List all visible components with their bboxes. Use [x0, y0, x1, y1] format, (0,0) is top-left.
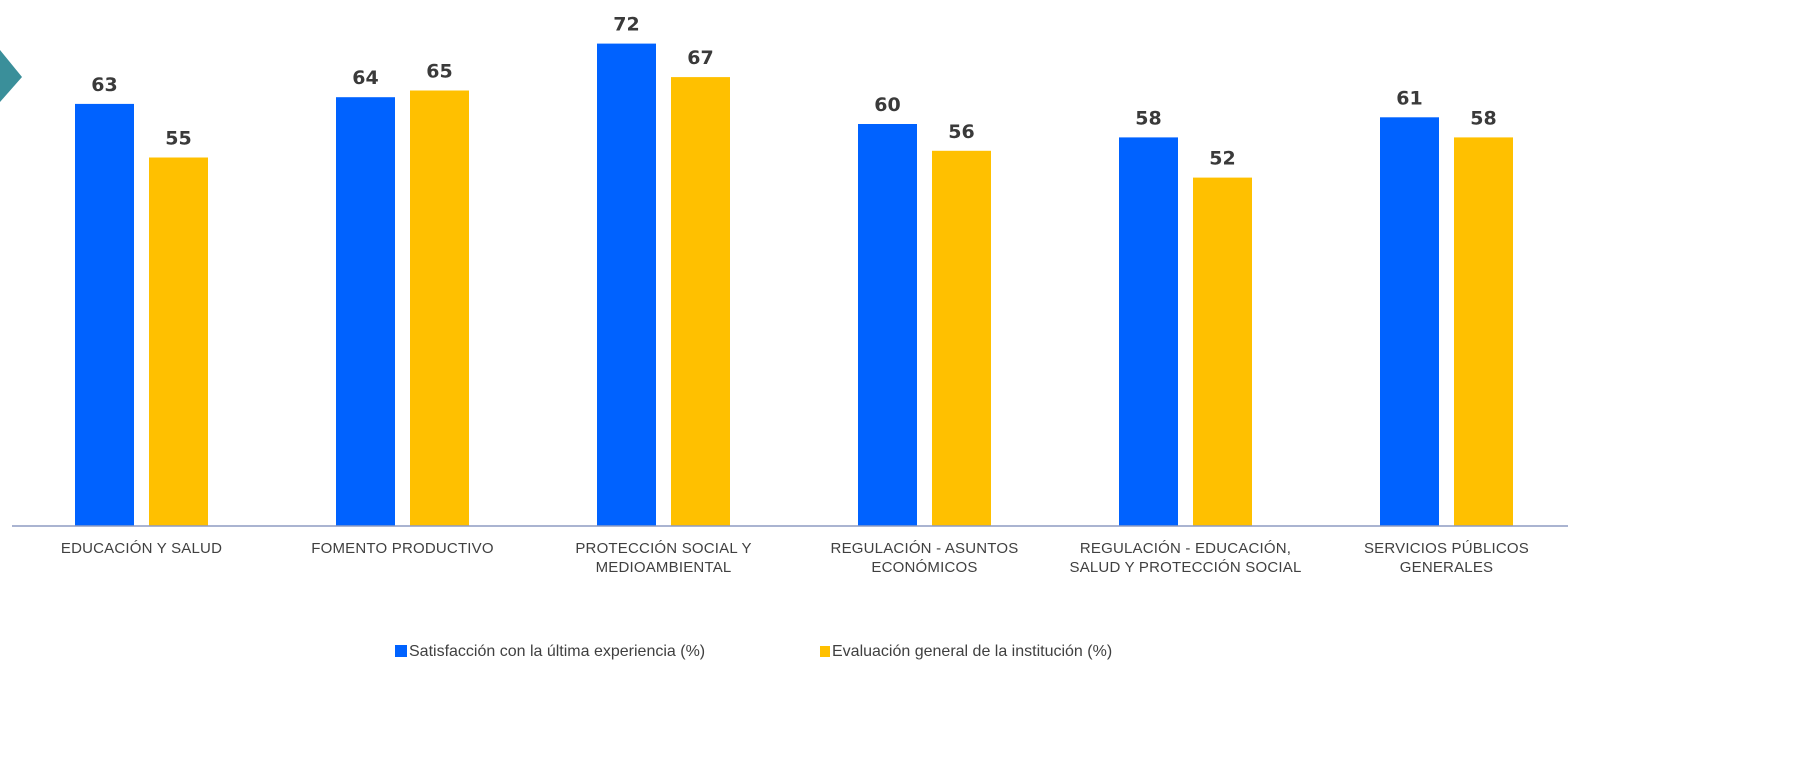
legend-label-series-1: Satisfacción con la última experiencia (… [409, 643, 705, 660]
bar-series-1-cat-4 [858, 124, 917, 526]
value-labels-layer: 63 55 64 65 72 67 60 56 58 52 61 58 [91, 14, 1496, 170]
value-label-series-1-cat-1: 63 [91, 74, 117, 96]
bar-chart: 63 55 64 65 72 67 60 56 58 52 61 58 EDUCACIÓN Y SAL… [0, 14, 1568, 660]
bar-series-2-cat-5 [1193, 177, 1252, 526]
bar-series-2-cat-2 [410, 90, 469, 526]
value-label-series-2-cat-6: 58 [1470, 107, 1496, 129]
value-label-series-1-cat-4: 60 [874, 94, 900, 116]
category-label-1: EDUCACIÓN Y SALUD [61, 540, 222, 557]
value-label-series-1-cat-5: 58 [1135, 107, 1161, 129]
legend-swatch-series-2 [820, 646, 830, 657]
category-label-6: SERVICIOS PÚBLICOS GENERALES [1364, 540, 1529, 576]
category-labels-layer: EDUCACIÓN Y SALUD FOMENTO PRODUCTIVO PROTE… [61, 540, 1529, 576]
value-label-series-2-cat-3: 67 [687, 47, 713, 69]
value-label-series-2-cat-4: 56 [948, 121, 974, 143]
legend-swatch-series-1 [395, 645, 407, 657]
legend: Satisfacción con la última experiencia (… [395, 643, 1112, 660]
teal-chevron-marker-icon [0, 50, 22, 102]
value-label-series-1-cat-2: 64 [352, 67, 378, 89]
bar-series-2-cat-3 [671, 77, 730, 526]
legend-label-series-2: Evaluación general de la institución (%) [832, 643, 1112, 660]
bar-series-1-cat-5 [1119, 137, 1178, 526]
bar-series-1-cat-2 [336, 97, 395, 526]
bar-series-1-cat-6 [1380, 117, 1439, 527]
bars-layer [75, 43, 1513, 527]
bar-series-1-cat-3 [597, 43, 656, 526]
category-label-4: REGULACIÓN - ASUNTOS ECONÓMICOS [831, 540, 1019, 576]
bar-series-1-cat-1 [75, 103, 134, 527]
value-label-series-2-cat-1: 55 [165, 128, 191, 150]
value-label-series-2-cat-5: 52 [1209, 148, 1235, 170]
bar-series-2-cat-6 [1454, 137, 1513, 526]
category-label-3: PROTECCIÓN SOCIAL Y MEDIOAMBIENTAL [575, 540, 751, 576]
value-label-series-1-cat-3: 72 [613, 14, 639, 36]
value-label-series-1-cat-6: 61 [1396, 87, 1422, 109]
category-label-2: FOMENTO PRODUCTIVO [311, 540, 494, 557]
bar-series-2-cat-4 [932, 150, 991, 527]
bar-series-2-cat-1 [149, 157, 208, 526]
category-label-5: REGULACIÓN - EDUCACIÓN, SALUD Y PROTECCIÓ… [1069, 540, 1301, 576]
value-label-series-2-cat-2: 65 [426, 61, 452, 83]
